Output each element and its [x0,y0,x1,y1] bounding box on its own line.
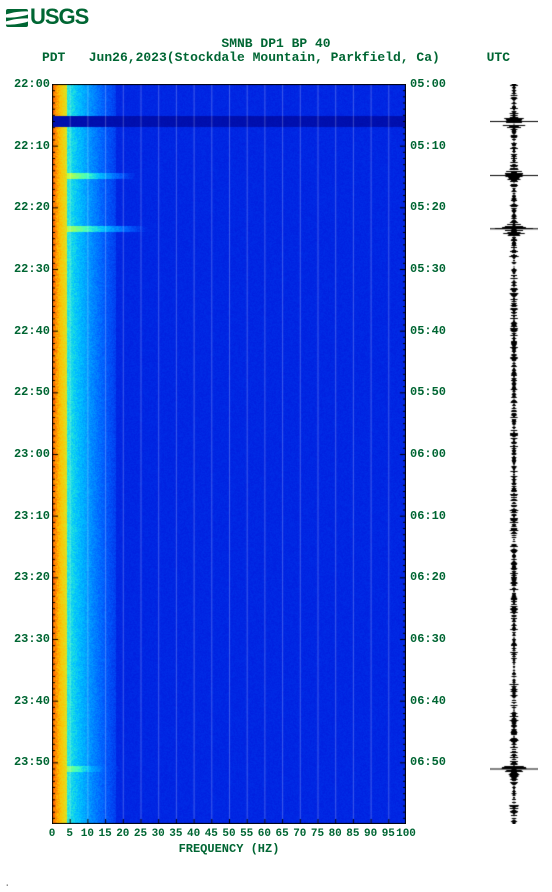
frequency-axis: 0510152025303540455055606570758085909510… [52,828,406,842]
right-time-label: 06:20 [410,571,454,583]
right-time-label: 06:30 [410,633,454,645]
freq-tick-label: 60 [258,828,271,840]
left-time-label: 23:00 [6,448,50,460]
usgs-logo-wave [6,9,28,27]
footer: . [4,878,11,890]
freq-tick-label: 15 [98,828,111,840]
usgs-logo-text: USGS [30,4,88,29]
freq-tick-label: 0 [49,828,56,840]
freq-tick-label: 35 [169,828,182,840]
right-time-label: 05:00 [410,78,454,90]
right-time-label: 05:40 [410,325,454,337]
left-time-axis: 22:0022:1022:2022:3022:4022:5023:0023:10… [6,84,50,824]
freq-tick-label: 10 [81,828,94,840]
freq-tick-label: 40 [187,828,200,840]
spectrogram-canvas [52,84,406,824]
left-time-label: 23:50 [6,756,50,768]
right-time-label: 05:20 [410,201,454,213]
right-time-label: 06:00 [410,448,454,460]
usgs-logo: USGS [6,4,88,30]
waveform-canvas [490,84,538,824]
right-time-label: 05:30 [410,263,454,275]
plot-subtitle: PDT Jun26,2023(Stockdale Mountain, Parkf… [0,50,552,65]
spectrogram-plot [52,84,406,824]
freq-tick-label: 5 [66,828,73,840]
freq-tick-label: 100 [396,828,416,840]
freq-tick-label: 50 [222,828,235,840]
freq-tick-label: 55 [240,828,253,840]
left-time-label: 23:30 [6,633,50,645]
left-time-label: 22:30 [6,263,50,275]
left-time-label: 23:10 [6,510,50,522]
right-time-label: 06:40 [410,695,454,707]
left-time-label: 23:40 [6,695,50,707]
right-time-axis: 05:0005:1005:2005:3005:4005:5006:0006:10… [410,84,454,824]
plot-title: SMNB DP1 BP 40 [0,36,552,51]
left-time-label: 22:40 [6,325,50,337]
right-time-label: 06:50 [410,756,454,768]
freq-tick-label: 70 [293,828,306,840]
left-time-label: 22:20 [6,201,50,213]
freq-tick-label: 85 [346,828,359,840]
x-axis-title: FREQUENCY (HZ) [52,842,406,856]
waveform-plot [490,84,538,824]
freq-tick-label: 80 [329,828,342,840]
left-time-label: 22:00 [6,78,50,90]
freq-tick-label: 95 [382,828,395,840]
freq-tick-label: 90 [364,828,377,840]
freq-tick-label: 45 [205,828,218,840]
freq-tick-label: 30 [152,828,165,840]
freq-tick-label: 25 [134,828,147,840]
left-time-label: 23:20 [6,571,50,583]
freq-tick-label: 75 [311,828,324,840]
right-time-label: 05:50 [410,386,454,398]
right-time-label: 06:10 [410,510,454,522]
left-time-label: 22:50 [6,386,50,398]
freq-tick-label: 65 [275,828,288,840]
left-time-label: 22:10 [6,140,50,152]
freq-tick-label: 20 [116,828,129,840]
right-time-label: 05:10 [410,140,454,152]
